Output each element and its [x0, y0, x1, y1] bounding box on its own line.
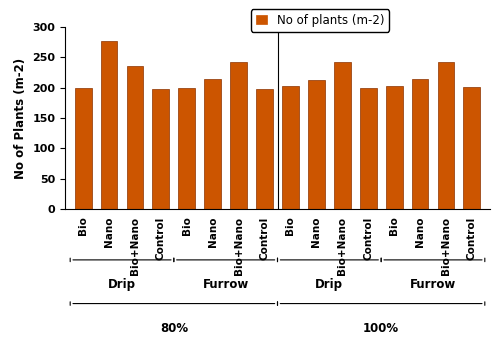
- Text: Furrow: Furrow: [410, 278, 456, 291]
- Bar: [178, 88, 195, 209]
- Bar: [100, 41, 117, 209]
- Bar: [74, 88, 92, 209]
- Bar: [412, 79, 428, 209]
- Bar: [308, 80, 325, 209]
- Bar: [152, 89, 170, 209]
- Bar: [126, 66, 144, 209]
- Bar: [256, 89, 273, 209]
- Bar: [438, 62, 454, 209]
- Bar: [282, 86, 299, 209]
- Y-axis label: No of Plants (m-2): No of Plants (m-2): [14, 57, 26, 179]
- Text: Drip: Drip: [316, 278, 344, 291]
- Bar: [360, 88, 376, 209]
- Bar: [204, 79, 221, 209]
- Text: 100%: 100%: [363, 322, 399, 335]
- Bar: [464, 87, 480, 209]
- Legend: No of plants (m-2): No of plants (m-2): [251, 9, 389, 32]
- Text: Drip: Drip: [108, 278, 136, 291]
- Bar: [386, 86, 402, 209]
- Bar: [230, 62, 247, 209]
- Text: 80%: 80%: [160, 322, 188, 335]
- Text: Furrow: Furrow: [202, 278, 249, 291]
- Bar: [334, 62, 350, 209]
